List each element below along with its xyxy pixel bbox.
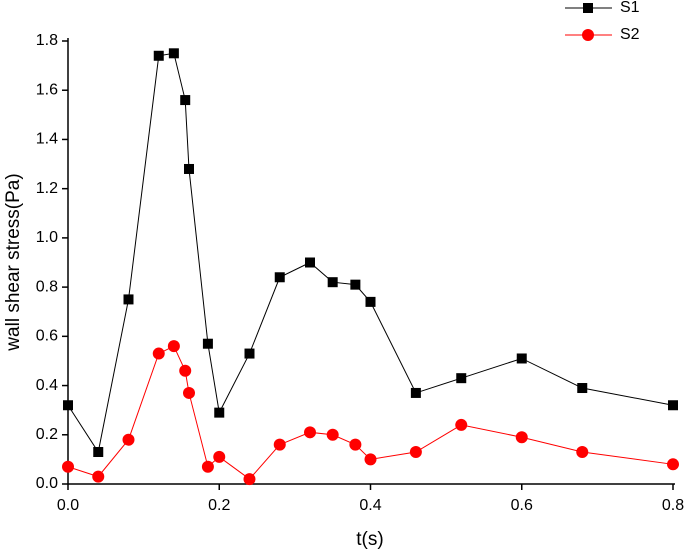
data-point <box>304 426 316 439</box>
data-point <box>326 428 339 441</box>
data-point <box>153 50 164 61</box>
y-tick-label: 0.0 <box>36 475 58 492</box>
data-point <box>456 373 467 384</box>
data-point <box>577 383 588 394</box>
legend-label: S1 <box>620 0 640 16</box>
y-tick-label: 1.2 <box>36 180 58 197</box>
data-point <box>516 353 527 364</box>
data-point <box>202 338 213 349</box>
data-point <box>201 460 214 473</box>
y-tick-label: 1.6 <box>36 81 58 98</box>
y-tick-label: 1.8 <box>36 32 58 49</box>
legend-marker <box>582 29 594 41</box>
x-tick-label: 0.4 <box>359 497 381 514</box>
data-point <box>365 296 376 307</box>
data-point <box>410 387 421 398</box>
data-point <box>244 348 255 359</box>
data-point <box>409 446 422 459</box>
data-point <box>576 446 589 459</box>
y-tick-label: 1.4 <box>36 131 58 148</box>
data-point <box>273 438 286 451</box>
data-point <box>122 433 135 446</box>
data-point <box>350 279 361 290</box>
data-point <box>327 277 338 288</box>
x-tick-label: 0.0 <box>57 497 79 514</box>
y-tick-label: 0.8 <box>36 278 58 295</box>
data-point <box>93 447 104 458</box>
x-tick-label: 0.6 <box>511 497 533 514</box>
data-point <box>214 407 225 418</box>
data-point <box>179 364 192 377</box>
data-point <box>180 95 191 106</box>
y-tick-label: 0.6 <box>36 328 58 345</box>
data-point <box>168 48 179 59</box>
data-point <box>183 386 195 399</box>
y-axis-label: wall shear stress(Pa) <box>3 173 24 351</box>
y-tick-label: 0.4 <box>36 377 58 394</box>
data-point <box>123 294 134 305</box>
legend-marker <box>583 3 593 13</box>
data-point <box>184 163 194 174</box>
data-point <box>515 431 528 444</box>
data-point <box>667 458 679 471</box>
data-point <box>62 460 74 473</box>
x-axis-label: t(s) <box>356 529 383 550</box>
data-point <box>167 340 180 353</box>
data-point <box>305 257 315 268</box>
data-point <box>213 450 226 463</box>
legend-label: S2 <box>620 26 640 43</box>
data-point <box>349 438 362 451</box>
data-point <box>364 453 377 466</box>
data-point <box>63 400 73 411</box>
data-point <box>455 418 468 431</box>
data-point <box>152 347 165 360</box>
y-tick-label: 0.2 <box>36 426 58 443</box>
x-tick-label: 0.8 <box>662 497 684 514</box>
data-point <box>92 470 105 483</box>
data-point <box>668 400 678 411</box>
data-point <box>243 473 256 486</box>
data-point <box>274 272 285 283</box>
y-tick-label: 1.0 <box>36 229 58 246</box>
x-tick-label: 0.2 <box>208 497 230 514</box>
